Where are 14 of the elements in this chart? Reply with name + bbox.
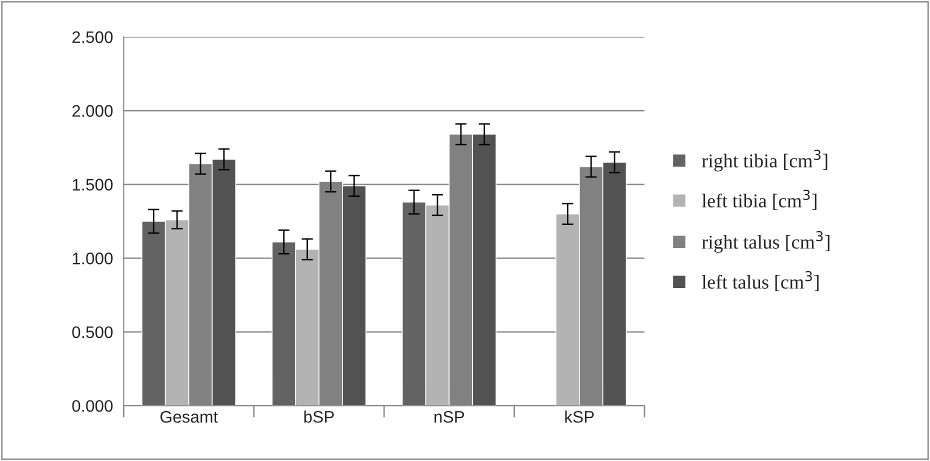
- legend-label: left talus [cm$^{3}$]: [702, 271, 819, 292]
- x-tick-label: nSP: [434, 410, 464, 423]
- y-tick-label: 0.000: [72, 400, 113, 412]
- y-tick-label: 1.000: [72, 252, 113, 264]
- x-tick-label: Gesamt: [160, 410, 218, 423]
- x-tick-label: bSP: [304, 410, 334, 423]
- y-tick-label: 2.500: [72, 31, 113, 44]
- y-tick-label: 2.000: [72, 105, 113, 117]
- legend-label: left tibia [cm$^{3}$]: [702, 190, 816, 210]
- y-tick-label: 1.500: [72, 178, 113, 191]
- y-tick-label: 0.500: [72, 326, 113, 338]
- x-tick-label: kSP: [565, 410, 594, 423]
- legend-label: right tibia [cm$^{3}$]: [702, 150, 828, 172]
- legend-label: right talus [cm$^{3}$]: [702, 231, 830, 253]
